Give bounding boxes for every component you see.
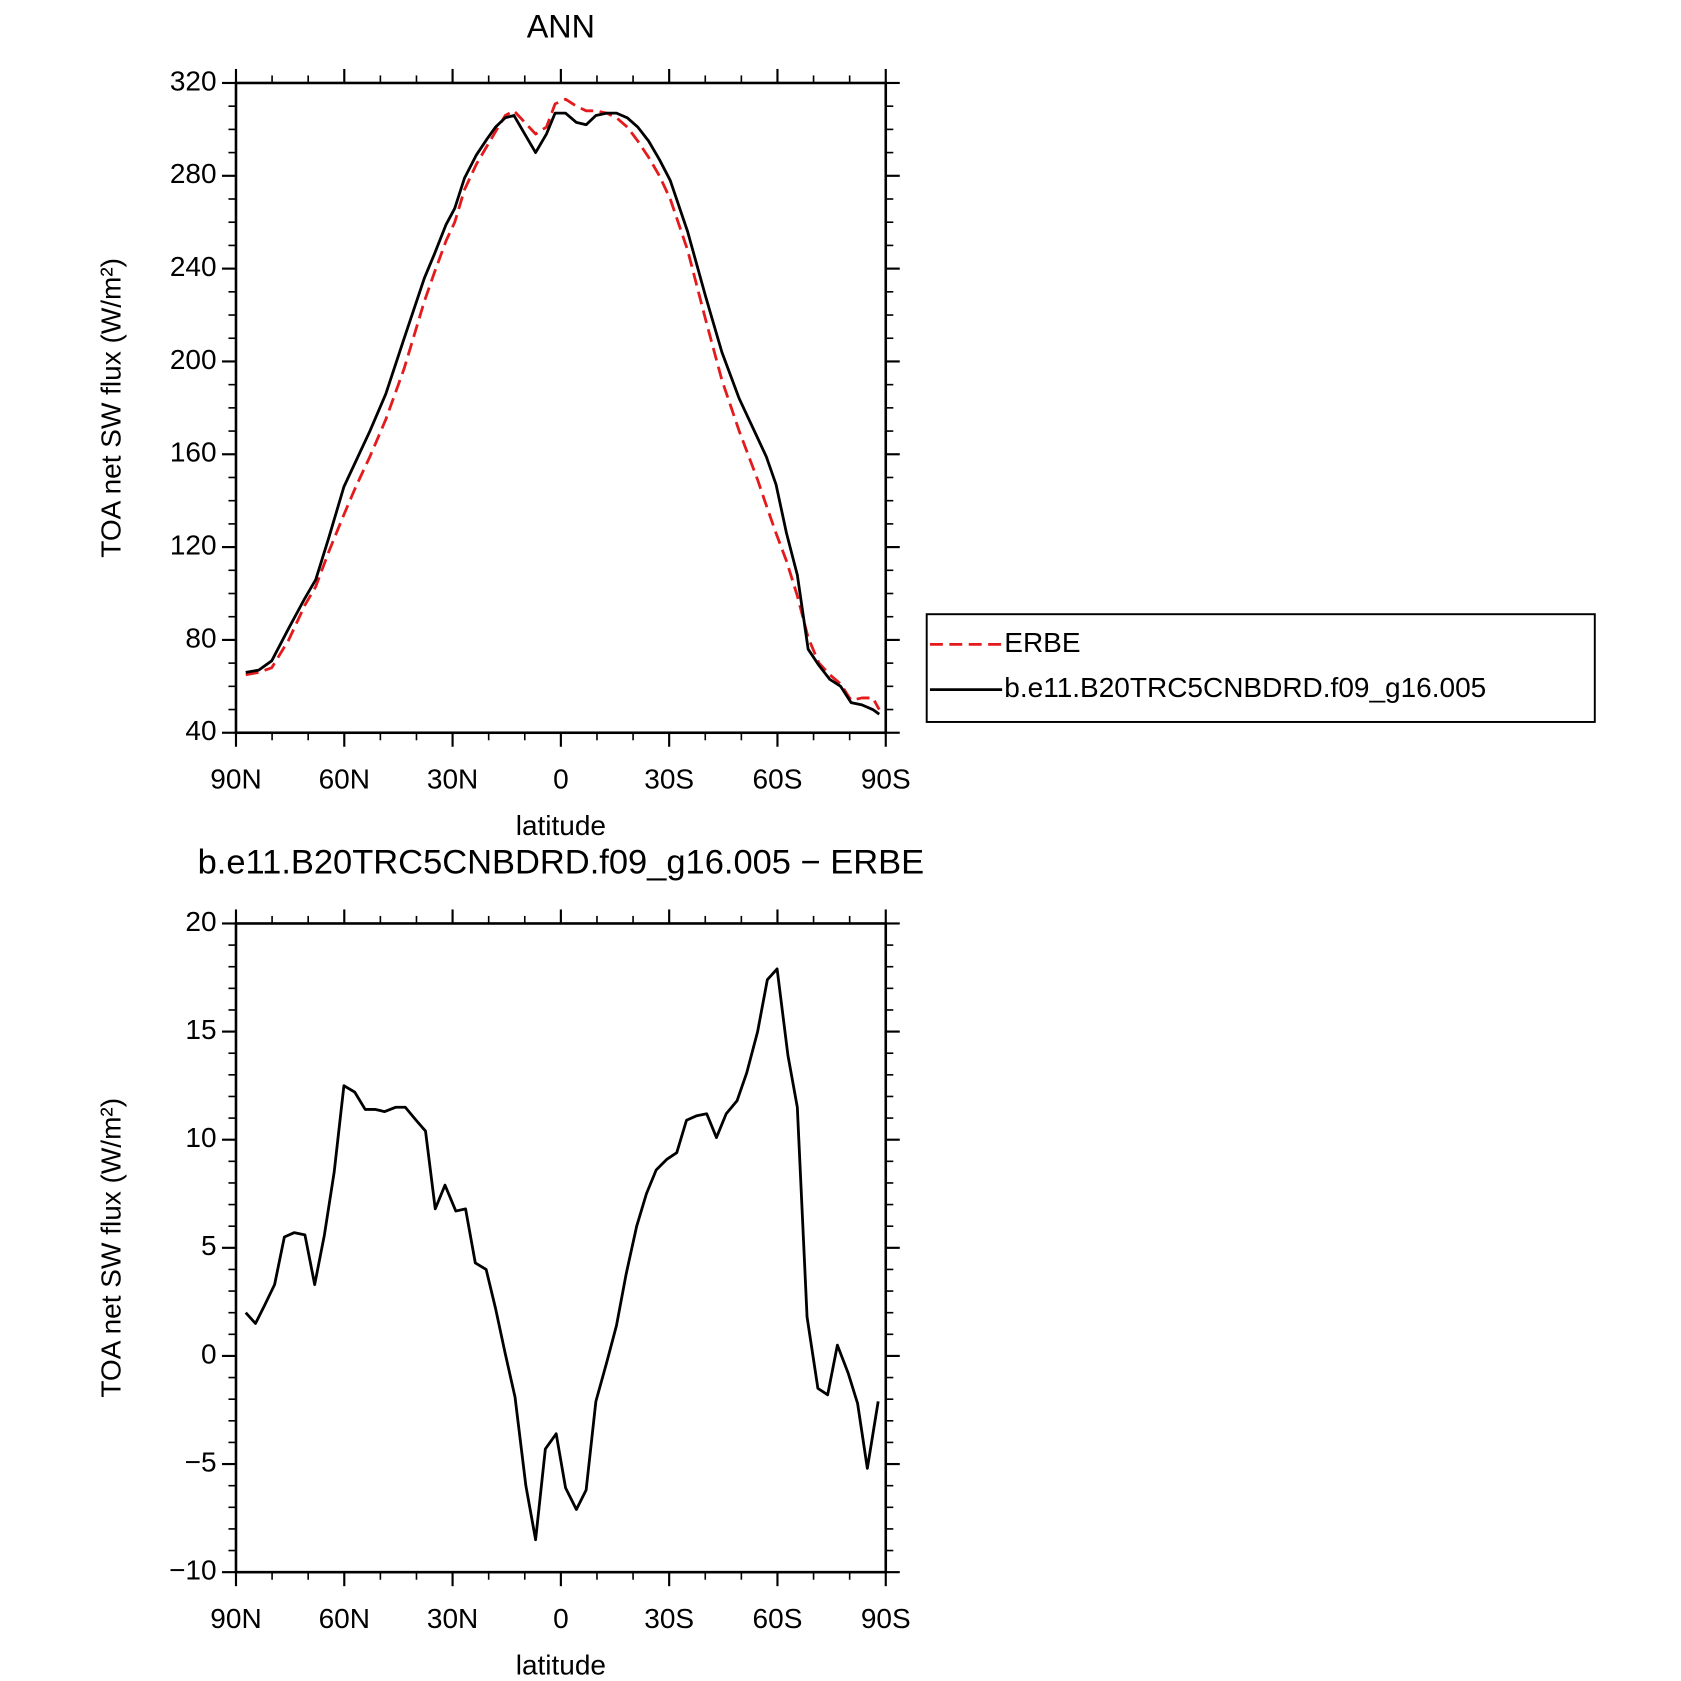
x-tick-label: 90N [210,1603,261,1634]
y-axis-label: TOA net SW flux (W/m²) [96,258,127,558]
x-tick-label: 30N [427,1603,478,1634]
x-axis-label: latitude [516,810,606,841]
y-tick-label: 160 [170,437,217,468]
plot-frame [234,81,888,735]
y-tick-label: 15 [185,1014,216,1045]
y-tick-label: 320 [170,65,217,96]
legend-label: ERBE [1004,627,1080,658]
x-tick-label: 30N [427,764,478,795]
x-tick-label: 0 [553,1603,569,1634]
y-tick-label: 10 [185,1122,216,1153]
data-line [244,967,880,1542]
y-tick-label: 200 [170,344,217,375]
legend-box [925,613,1596,723]
x-tick-label: 60N [319,1603,370,1634]
y-tick-label: 240 [170,251,217,282]
x-tick-label: 30S [644,1603,694,1634]
x-tick-label: 60N [319,764,370,795]
x-tick-label: 90S [861,1603,911,1634]
y-tick-label: 0 [201,1338,217,1369]
y-tick-label: 80 [185,622,216,653]
y-tick-label: −5 [185,1446,217,1477]
legend-label: b.e11.B20TRC5CNBDRD.f09_g16.005 [1004,672,1486,703]
data-line [245,97,881,711]
chart-title: ANN [527,9,595,45]
y-tick-label: 280 [170,158,217,189]
y-tick-label: −10 [169,1555,216,1586]
y-axis-label: TOA net SW flux (W/m²) [96,1098,127,1398]
y-tick-label: 40 [185,715,216,746]
x-tick-label: 90S [861,764,911,795]
x-tick-label: 60S [753,1603,803,1634]
x-tick-label: 30S [644,764,694,795]
data-line [245,111,881,716]
chart-title: b.e11.B20TRC5CNBDRD.f09_g16.005 − ERBE [198,843,924,881]
x-tick-label: 90N [210,764,261,795]
plot-frame [234,922,888,1574]
x-tick-label: 60S [753,764,803,795]
y-tick-label: 20 [185,906,216,937]
x-axis-label: latitude [516,1649,606,1680]
y-tick-label: 5 [201,1230,217,1261]
x-tick-label: 0 [553,764,569,795]
y-tick-label: 120 [170,530,217,561]
